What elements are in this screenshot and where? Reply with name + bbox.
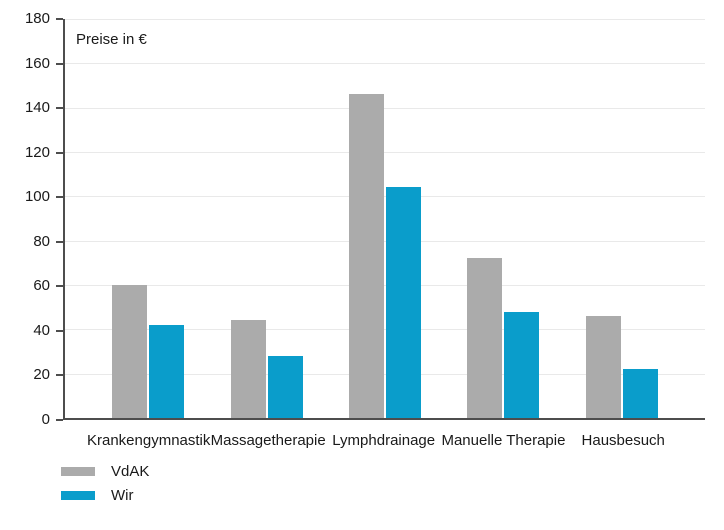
y-axis-tick [56,196,63,199]
bar-vdak [349,94,385,418]
y-axis-label: 60 [33,277,50,295]
gridline [65,240,705,242]
bar-vdak [112,285,148,418]
x-axis-label: Hausbesuch [581,432,665,449]
y-axis-tick [56,374,63,377]
x-axis-label: Lymphdrainage [332,432,436,449]
y-axis-tick [56,240,63,243]
x-axis-labels: Krankengymnastik Massagetherapie Lymphdrai… [63,433,705,449]
bar-group-hausbesuch [563,19,681,418]
bar-group-manuelle-therapie [444,19,562,418]
y-axis-tick [56,18,63,20]
legend: VdAK Wir [61,463,149,511]
legend-item-vdak: VdAK [61,463,149,480]
bar-vdak [230,320,266,418]
bar-group-lymphdrainage [326,19,444,418]
legend-swatch [61,491,95,500]
y-axis-label: 100 [24,188,50,206]
y-axis-label: 0 [41,411,50,428]
y-axis-tick [56,419,63,421]
bar-group-massagetherapie [207,19,325,418]
bar-vdak [585,316,621,418]
y-axis-label: 120 [24,143,50,161]
y-axis: 0 20 40 60 80 100 120 140 160 180 [0,11,63,428]
y-axis-label: 20 [33,366,50,384]
x-axis-label: Krankengymnastik [87,432,211,449]
chart-title: Preise in € [76,31,147,48]
y-axis-tick [56,285,63,288]
y-axis-label: 180 [24,10,50,27]
gridline [65,329,705,331]
bar-wir [267,355,303,418]
bar-vdak [467,258,503,418]
legend-swatch [61,467,95,476]
y-axis-label: 160 [24,54,50,72]
gridline [65,196,705,198]
y-axis-tick [56,62,63,65]
y-axis-tick [56,329,63,332]
gridline [65,19,705,20]
legend-label: VdAK [111,462,150,480]
x-axis-label: Manuelle Therapie [441,432,566,449]
gridline [65,107,705,109]
y-axis-tick [56,151,63,154]
gridline [65,284,705,286]
y-axis-label: 40 [33,321,50,339]
bar-wir [386,187,422,418]
bar-group-krankengymnastik [89,19,207,418]
y-axis-label: 80 [33,232,50,250]
bar-wir [149,324,185,418]
x-axis-label: Massagetherapie [210,432,326,449]
bar-wir [622,369,658,418]
plot-area [63,19,705,420]
y-axis-label: 140 [24,99,50,117]
bars-container [65,19,705,418]
gridline [65,373,705,375]
gridline [65,151,705,153]
y-axis-tick [56,107,63,110]
gridline [65,63,705,65]
legend-item-wir: Wir [61,487,149,504]
bar-wir [504,311,540,418]
legend-label: Wir [111,486,134,504]
